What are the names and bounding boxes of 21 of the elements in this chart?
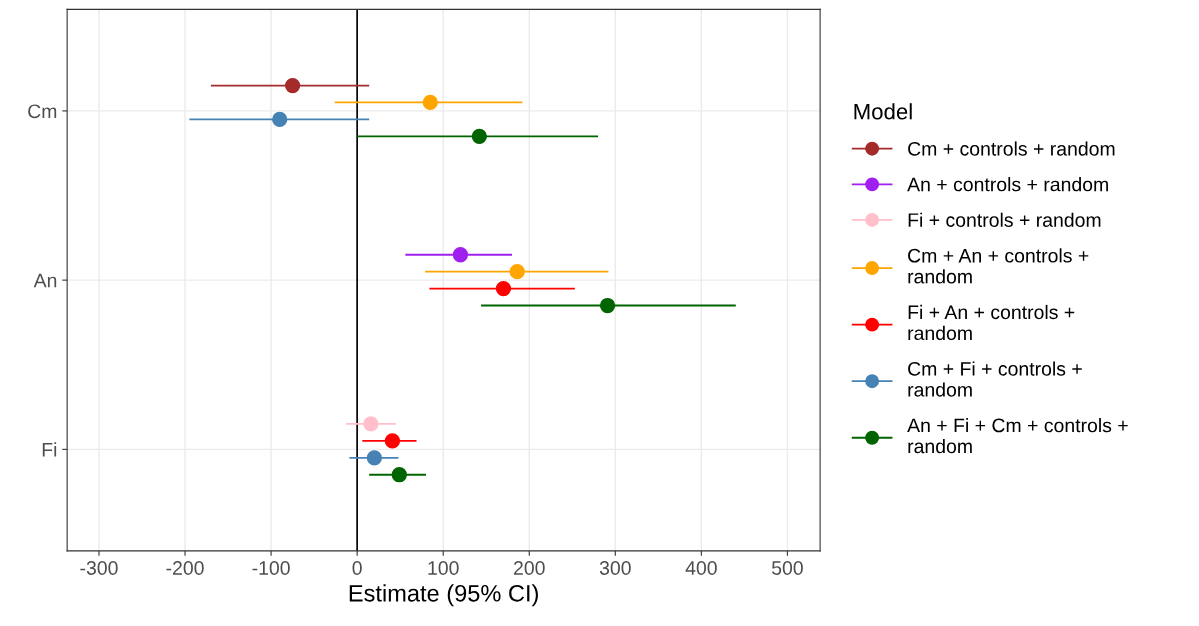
x-tick-label: -300 [80, 561, 118, 575]
legend-label: An + controls + random [907, 177, 1108, 192]
x-tick-label: -100 [252, 561, 290, 575]
legend-label: Fi + controls + random [908, 212, 1101, 227]
y-tick-label: Cm [28, 104, 57, 119]
x-tick-label: 0 [352, 561, 362, 575]
y-tick-label: Fi [42, 442, 57, 457]
x-tick-label: 400 [685, 561, 717, 575]
x-tick-label: 300 [599, 561, 631, 575]
x-tick-label: 100 [428, 561, 459, 575]
legend-title: Model [854, 103, 912, 120]
legend-label: An + Fi + Cm + controls + random [907, 418, 1128, 454]
legend-label: Cm + Fi + controls + random [908, 361, 1082, 397]
y-tick-label: An [33, 273, 57, 288]
legend-label: Cm + controls + random [908, 141, 1115, 156]
legend-label: Cm + An + controls + random [908, 248, 1089, 284]
x-axis-title: Estimate (95% CI) [349, 584, 538, 607]
x-tick-label: 200 [514, 561, 545, 575]
x-tick-label: 500 [771, 561, 803, 575]
x-tick-label: -200 [166, 561, 204, 575]
legend-label: Fi + An + controls + random [908, 304, 1075, 341]
